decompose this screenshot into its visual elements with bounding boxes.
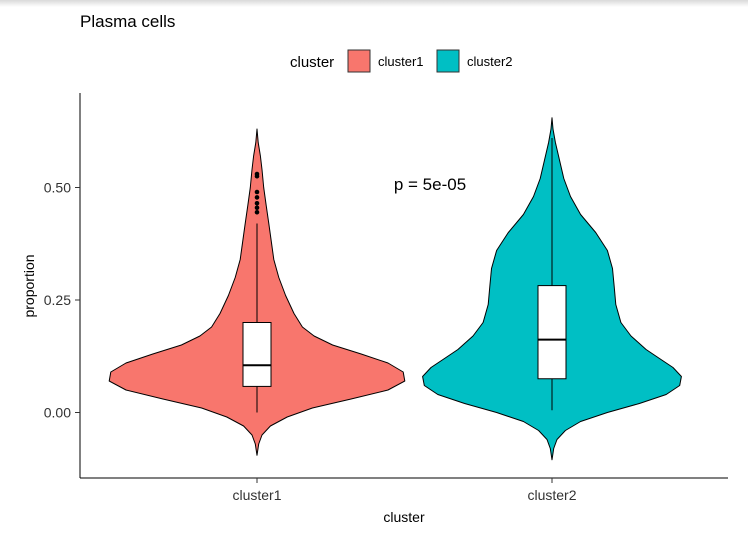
plot-area [108, 117, 682, 461]
outlier-point-cluster1 [254, 209, 260, 215]
legend-swatch-cluster1 [347, 49, 371, 73]
y-tick-label: 0.50 [44, 180, 71, 196]
outlier-point-cluster1 [254, 171, 260, 177]
window-top-shadow [0, 0, 748, 7]
legend-entries: cluster1 cluster2 [347, 49, 513, 73]
x-tick-label: cluster1 [232, 487, 281, 503]
y-tick-label: 0.00 [44, 405, 71, 421]
y-ticks: 0.00 0.25 0.50 [44, 180, 80, 421]
outlier-point-cluster1 [254, 200, 260, 206]
x-axis-label: cluster [383, 509, 425, 525]
x-ticks: cluster1 cluster2 [232, 478, 577, 503]
outlier-point-cluster1 [254, 189, 260, 195]
chart-title: Plasma cells [80, 12, 175, 31]
axes: 0.00 0.25 0.50 cluster1 cluster2 [44, 93, 728, 503]
box-cluster1 [242, 322, 272, 387]
legend-label-cluster1: cluster1 [378, 54, 424, 69]
legend: cluster cluster1 cluster2 [290, 49, 513, 73]
x-tick-label: cluster2 [527, 487, 576, 503]
outlier-point-cluster1 [254, 205, 260, 211]
outlier-point-cluster1 [254, 195, 260, 200]
y-tick-label: 0.25 [44, 292, 71, 308]
legend-title: cluster [290, 54, 334, 71]
p-value-annotation: p = 5e-05 [394, 175, 466, 194]
legend-swatch-cluster2 [436, 49, 460, 73]
y-axis-label: proportion [21, 254, 37, 317]
box-cluster2 [537, 285, 567, 380]
legend-label-cluster2: cluster2 [467, 54, 513, 69]
